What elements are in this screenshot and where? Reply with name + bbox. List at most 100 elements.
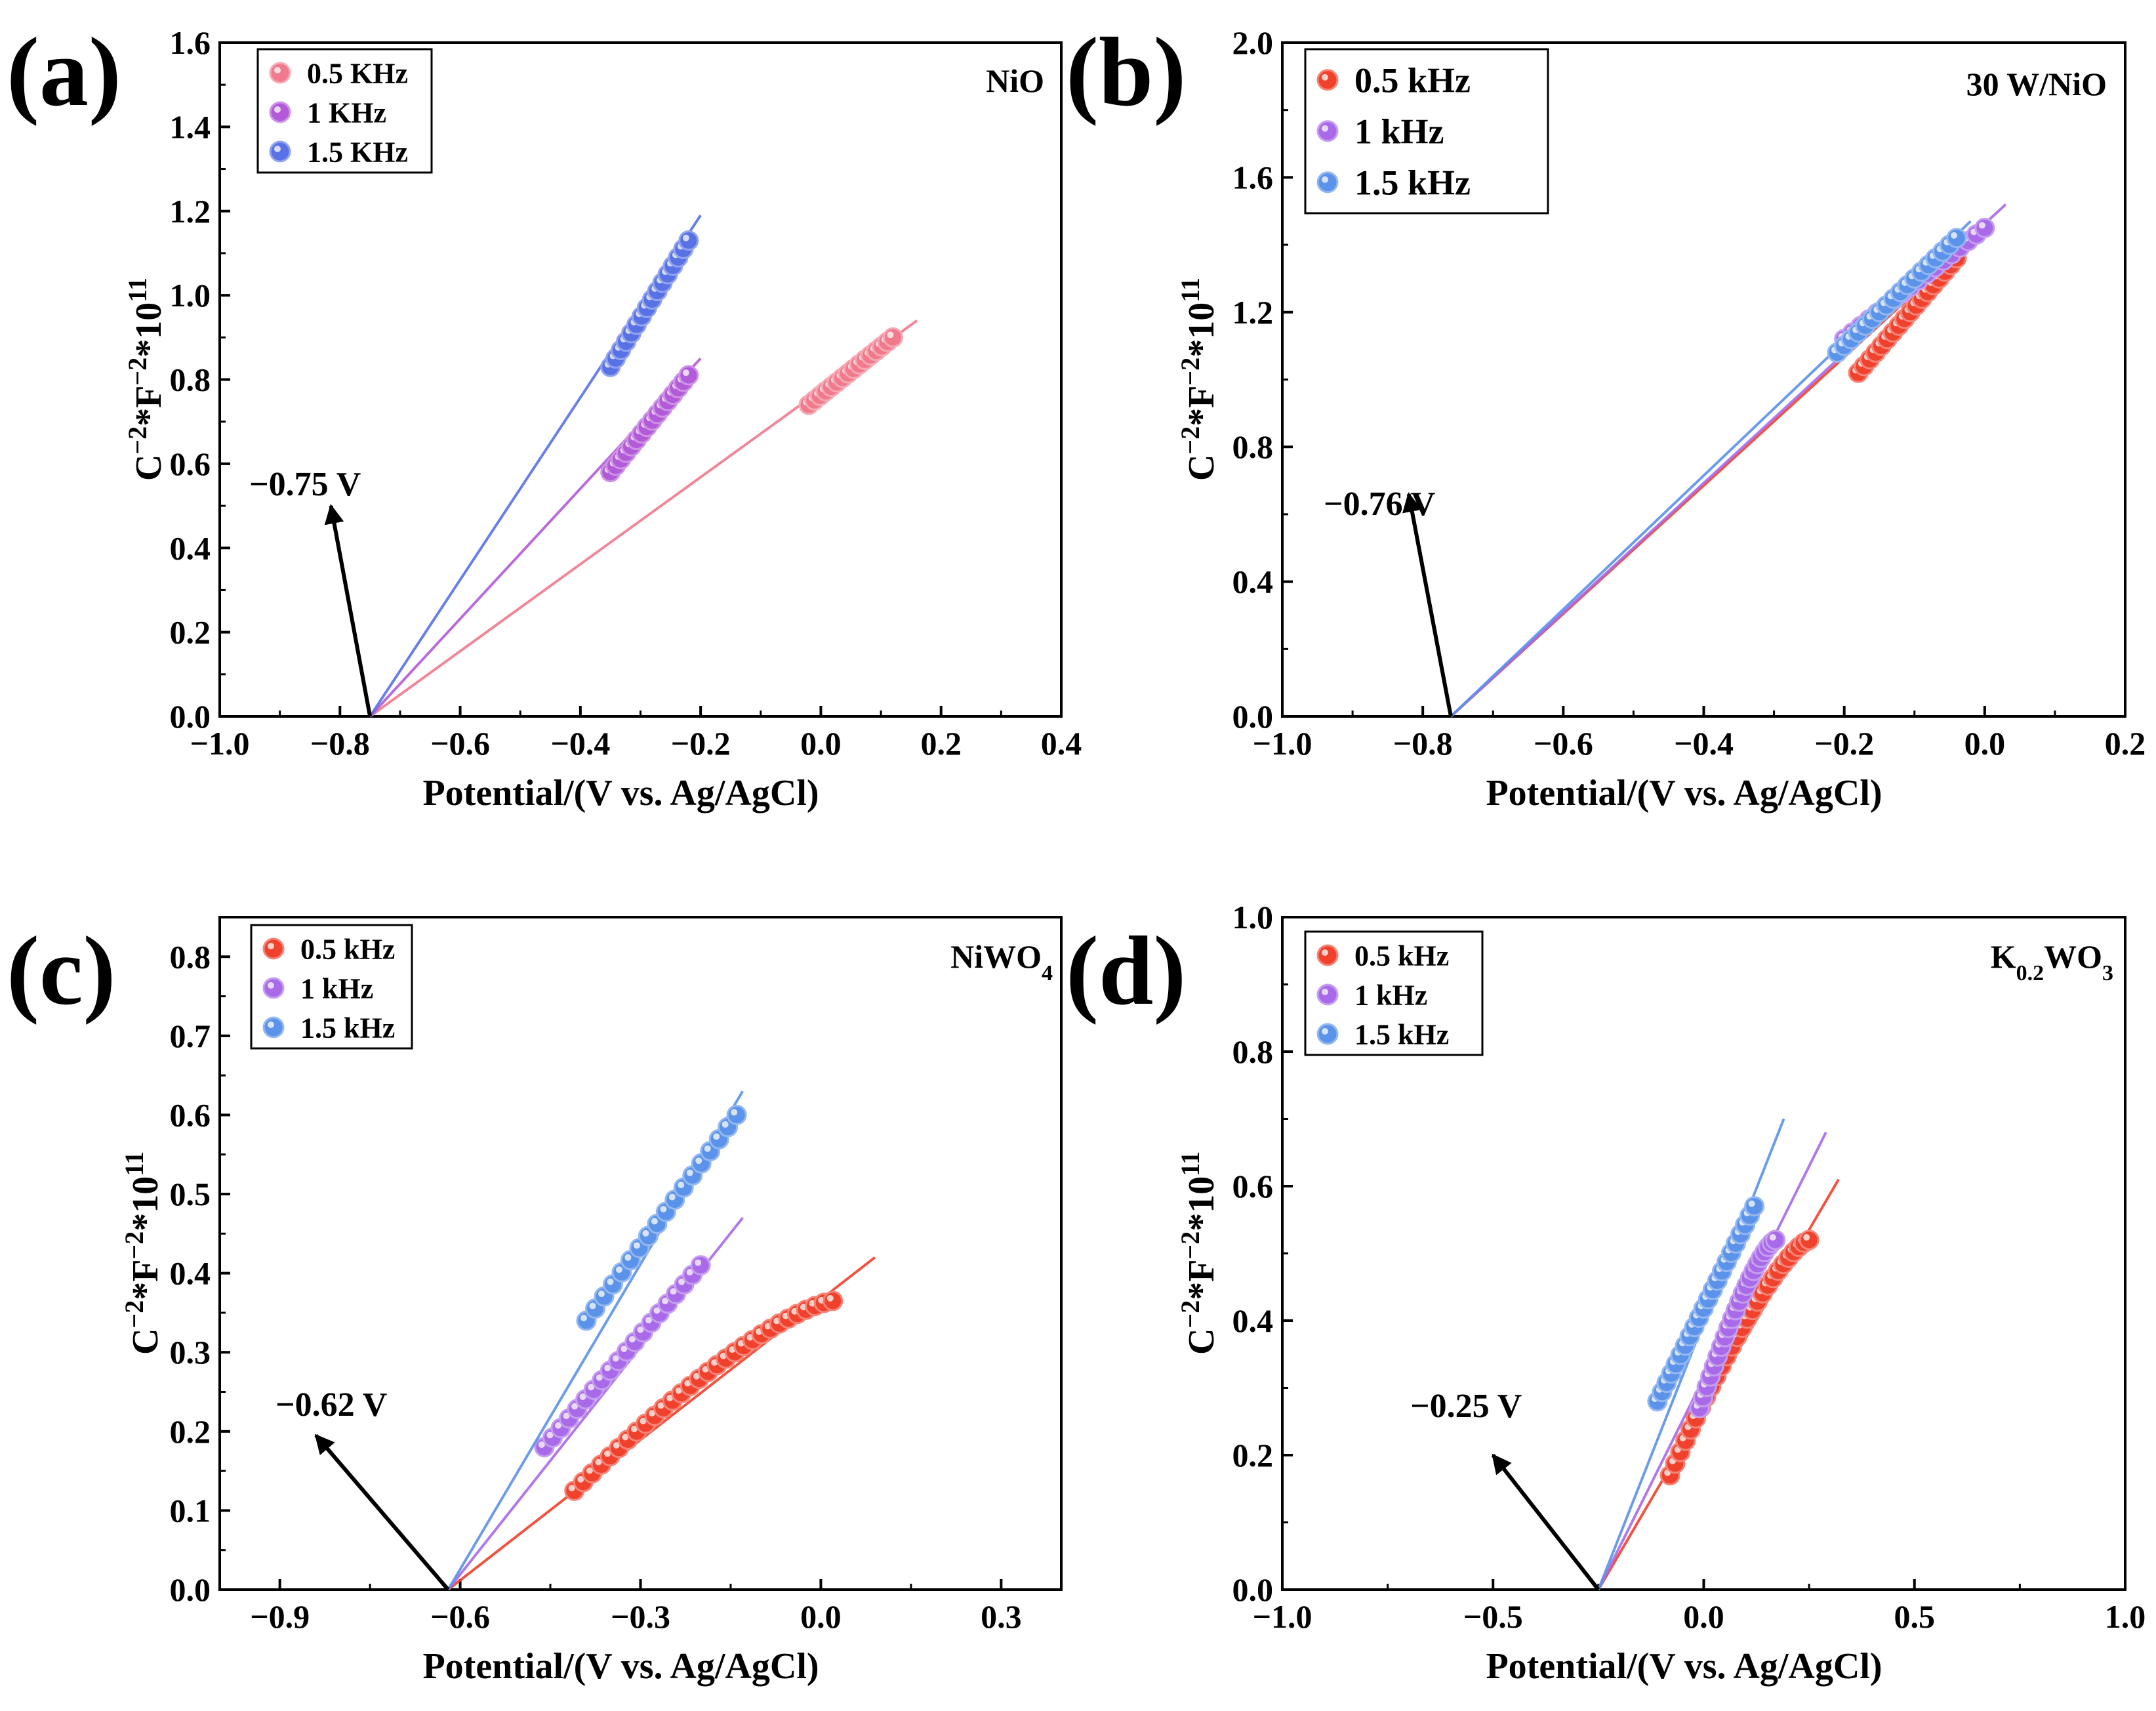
y-tick-label: 1.2: [170, 193, 211, 230]
data-point-highlight: [586, 1467, 593, 1474]
fit-line: [1597, 1118, 1785, 1590]
y-axis-title-part: *F: [129, 386, 169, 426]
x-tick-label: 0.0: [1683, 1598, 1724, 1635]
y-axis-title: C−2*F−2*1011: [119, 1151, 167, 1355]
y-tick-label: 2.0: [1232, 24, 1274, 61]
y-tick-label: 0.8: [170, 361, 211, 398]
series-1.5-khz: [447, 1090, 747, 1591]
legend-marker-highlight: [1322, 125, 1328, 132]
data-point-highlight: [887, 331, 894, 339]
data-point: [823, 1290, 844, 1311]
legend-label: 1 kHz: [1354, 112, 1444, 152]
x-axis-title: Potential/(V vs. Ag/AgCl): [1486, 1646, 1882, 1687]
series-1-khz: [447, 1216, 744, 1591]
data-point-highlight: [695, 1157, 702, 1165]
panel-label: (b): [1066, 18, 1186, 127]
x-tick-label: −0.2: [671, 725, 731, 762]
data-point-highlight: [589, 1302, 596, 1309]
y-tick-label: 0.8: [1232, 428, 1274, 465]
legend-marker: [1316, 171, 1339, 194]
panel-label: (d): [1066, 917, 1186, 1025]
y-axis-title-part: −2: [123, 426, 152, 455]
legend-box: [1304, 48, 1549, 215]
panel-c: −0.9 −0.6 −0.3 0.0 0.3 0.0 0.1 0.2 0.3 0.4 0.5 0.6 0…: [7, 916, 1063, 1687]
data-point-highlight: [630, 1426, 638, 1433]
x-tick-label: 0.3: [981, 1598, 1022, 1635]
legend-marker-highlight: [1322, 949, 1328, 956]
data-point: [882, 327, 903, 348]
legend-label: 1.5 kHz: [300, 1012, 395, 1044]
y-axis-title-part: C: [1181, 1329, 1222, 1355]
legend: 0.5 kHz 1 kHz 1.5 kHz: [250, 924, 413, 1050]
data-point-highlight: [722, 1121, 729, 1128]
y-tick-label: 0.2: [170, 614, 211, 651]
panel-label: (c): [7, 917, 115, 1025]
data-point-highlight: [577, 1475, 584, 1483]
data-point-highlight: [675, 1387, 682, 1394]
data-point-highlight: [682, 234, 689, 241]
data-point-highlight: [538, 1441, 545, 1448]
y-axis-title-part: *10: [1181, 302, 1222, 358]
y-tick-label: 0.0: [1232, 1571, 1274, 1608]
y-axis-title-part: −2: [1175, 358, 1205, 386]
y-axis-title-part: −2: [119, 1300, 149, 1329]
data-point: [726, 1104, 747, 1125]
legend-marker: [1316, 983, 1339, 1006]
y-tick-label: 0.8: [170, 938, 211, 975]
x-tick-label: 1.0: [2105, 1598, 2146, 1635]
series-1-khz: [1597, 1132, 1827, 1590]
y-tick-label: 0.5: [170, 1176, 211, 1212]
legend-label: 1 kHz: [1354, 979, 1427, 1011]
sample-label: NiO: [986, 62, 1044, 99]
data-point-highlight: [579, 1393, 586, 1400]
y-axis-title-part: *F: [1181, 386, 1222, 426]
y-tick-label: 0.2: [170, 1413, 211, 1450]
sample-label: 30 W/NiO: [1966, 66, 2107, 102]
intercept-label: −0.76 V: [1324, 485, 1435, 523]
data-point-highlight: [637, 1326, 644, 1333]
data-point-highlight: [666, 1394, 674, 1401]
y-tick-label: 0.8: [1232, 1033, 1274, 1070]
series-1.5-khz: [369, 215, 702, 718]
y-axis-title-part: *10: [1181, 1176, 1222, 1231]
data-point: [690, 1255, 711, 1276]
y-tick-label: 0.3: [170, 1334, 211, 1371]
data-point-highlight: [695, 1259, 702, 1266]
data-point-highlight: [588, 1384, 595, 1391]
data-point-highlight: [633, 1242, 640, 1249]
data-point-highlight: [670, 1288, 677, 1295]
data-point-highlight: [702, 1366, 709, 1373]
data-point-highlight: [651, 1218, 658, 1225]
x-tick-label: 0.4: [1041, 725, 1082, 762]
x-tick-label: −0.4: [550, 725, 610, 762]
legend-marker: [269, 101, 291, 123]
data-point-highlight: [620, 1345, 628, 1352]
legend-marker-highlight: [1322, 1028, 1328, 1035]
x-tick-label: −0.8: [1393, 725, 1453, 762]
data-point-highlight: [661, 1297, 668, 1304]
intercept-arrow: [314, 1433, 450, 1591]
data-point-highlight: [686, 1269, 693, 1276]
y-tick-label: 0.4: [170, 1255, 211, 1292]
x-tick-label: −1.0: [190, 725, 250, 762]
data-point-highlight: [563, 1412, 570, 1420]
legend-marker-highlight: [1322, 73, 1328, 81]
data-point-highlight: [622, 1433, 629, 1441]
data-point-highlight: [826, 1294, 834, 1302]
data-point-highlight: [660, 1206, 667, 1213]
panel-a: −1.0 −0.8 −0.6 −0.4 −0.2 0.0 0.2 0.4 0.0 0.2 0.4 0.…: [7, 18, 1082, 814]
y-axis-title-part: *10: [125, 1176, 166, 1231]
legend: 0.5 KHz 1 KHz 1.5 KHz: [256, 48, 433, 174]
data-point: [1744, 1196, 1765, 1217]
legend-marker-highlight: [274, 146, 281, 152]
sample-label: NiWO4: [950, 938, 1053, 985]
y-tick-label: 0.4: [1232, 564, 1274, 600]
y-axis-title-part: *10: [129, 302, 169, 358]
data-point-highlight: [604, 1450, 611, 1457]
data-point-highlight: [612, 1355, 619, 1362]
y-tick-label: 1.0: [1232, 899, 1274, 936]
legend-marker-highlight: [274, 106, 281, 113]
series-0.5-khz: [1597, 1178, 1840, 1591]
intercept-arrow: [1402, 492, 1453, 717]
